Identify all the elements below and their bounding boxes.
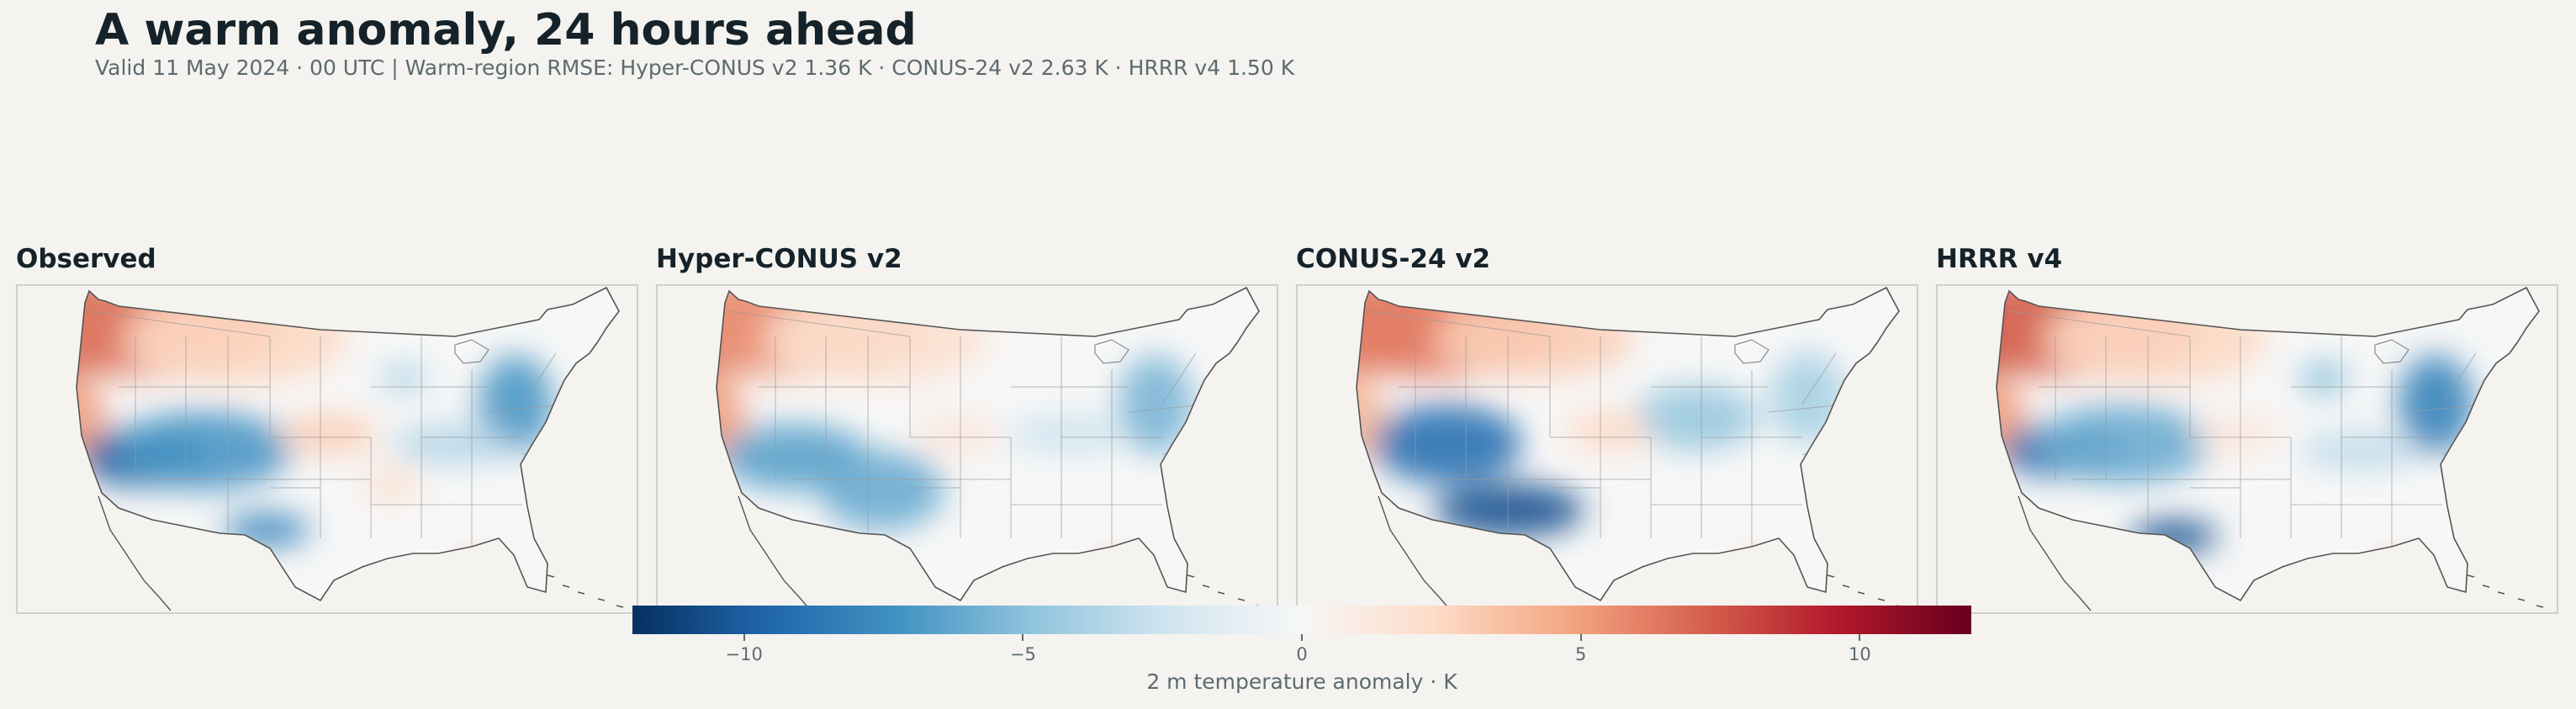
map-panel-hrrr — [1936, 284, 2558, 614]
caribbean-islands — [2467, 574, 2475, 578]
caribbean-islands — [562, 585, 570, 588]
caribbean-islands — [1217, 591, 1225, 595]
caribbean-islands — [1857, 591, 1865, 595]
country-outline — [1996, 286, 2540, 602]
caribbean-islands — [1877, 598, 1886, 601]
colorbar-tick-label: 0 — [1296, 644, 1308, 664]
anomaly-region — [2398, 355, 2473, 454]
anomaly-region — [478, 355, 553, 454]
caribbean-islands — [1827, 574, 1835, 578]
colorbar-label: 2 m temperature anomaly · K — [1146, 669, 1457, 694]
caribbean-islands — [2517, 598, 2526, 601]
map-panel-conus-24 — [1296, 284, 1918, 614]
anomaly-region — [278, 414, 379, 454]
baja-coastline — [98, 495, 172, 611]
state-border — [2441, 352, 2477, 405]
colorbar-tick-label: −10 — [725, 644, 763, 664]
caribbean-islands — [1202, 585, 1210, 588]
anomaly-region — [1434, 299, 1634, 378]
anomaly-region — [763, 292, 988, 385]
caribbean-islands — [577, 591, 585, 595]
caribbean-islands — [2536, 605, 2544, 608]
colorbar-fill — [632, 606, 1971, 634]
caribbean-islands — [597, 598, 606, 601]
anomaly-region — [391, 424, 516, 464]
baja-coastline — [1378, 495, 1452, 611]
anomaly-region — [77, 371, 105, 464]
anomaly-region — [117, 410, 292, 491]
colorbar-tick — [1301, 634, 1303, 641]
state-border — [728, 310, 911, 337]
anomaly-region — [1006, 414, 1131, 454]
anomaly-region — [2379, 559, 2417, 593]
colorbar-ticks: −10 −5 0 5 10 — [632, 634, 1971, 668]
caribbean-islands — [547, 574, 555, 578]
chart-title: A warm anomaly, 24 hours ahead — [95, 5, 917, 56]
state-border — [1801, 352, 1837, 405]
panel-title-conus-24: CONUS-24 v2 — [1296, 244, 1491, 274]
country-outline — [1356, 286, 1900, 602]
state-border — [1161, 352, 1197, 405]
state-border — [2008, 310, 2191, 337]
anomaly-region — [912, 414, 1000, 454]
anomaly-region — [1118, 355, 1193, 454]
chart-subtitle: Valid 11 May 2024 · 00 UTC | Warm-region… — [95, 56, 1295, 80]
anomaly-region — [223, 513, 310, 547]
anomaly-region — [2130, 520, 2218, 553]
colorbar-tick — [743, 634, 745, 641]
state-border — [1368, 310, 1551, 337]
colorbar-tick-label: 5 — [1574, 644, 1587, 664]
anomaly-region — [123, 292, 348, 385]
colorbar-gradient — [632, 606, 1971, 634]
anomaly-region — [360, 467, 422, 500]
colorbar — [632, 606, 1971, 634]
great-lakes-outline — [1734, 339, 1769, 364]
anomaly-region — [2037, 405, 2212, 484]
caribbean-islands — [1187, 574, 1195, 578]
anomaly-region — [1739, 559, 1777, 593]
anomaly-region — [378, 365, 429, 392]
panel-title-hrrr: HRRR v4 — [1936, 244, 2063, 274]
country-outline — [76, 286, 620, 602]
anomaly-region — [1357, 371, 1385, 464]
anomaly-region — [1434, 484, 1584, 537]
baja-coastline — [738, 495, 812, 611]
caribbean-islands — [2497, 591, 2505, 595]
caribbean-islands — [2482, 585, 2490, 588]
country-outline — [716, 286, 1260, 602]
anomaly-region — [1633, 384, 1759, 451]
anomaly-region — [1372, 405, 1522, 484]
panel-title-observed: Observed — [16, 244, 156, 274]
anomaly-region — [2043, 292, 2268, 385]
anomaly-region — [459, 559, 497, 593]
anomaly-region — [819, 451, 944, 531]
anomaly-region — [717, 371, 745, 464]
panel-title-hyper-conus: Hyper-CONUS v2 — [656, 244, 902, 274]
anomaly-region — [2193, 414, 2280, 454]
great-lakes-outline — [454, 339, 489, 364]
state-border — [521, 352, 557, 405]
caribbean-islands — [1237, 598, 1246, 601]
colorbar-tick-label: 10 — [1848, 644, 1871, 664]
great-lakes-outline — [1094, 339, 1129, 364]
colorbar-tick — [1579, 634, 1582, 641]
colorbar-tick — [1859, 634, 1861, 641]
map-panel-observed — [16, 284, 638, 614]
anomaly-region — [1770, 352, 1846, 445]
anomaly-region — [1099, 559, 1137, 593]
caribbean-islands — [616, 605, 624, 608]
colorbar-tick — [1022, 634, 1024, 641]
great-lakes-outline — [2374, 339, 2409, 364]
baja-coastline — [2018, 495, 2092, 611]
colorbar-tick-label: −5 — [1009, 644, 1036, 664]
map-panel-hyper-conus — [656, 284, 1278, 614]
state-border — [88, 310, 271, 337]
caribbean-islands — [1842, 585, 1850, 588]
anomaly-region — [1565, 410, 1653, 451]
